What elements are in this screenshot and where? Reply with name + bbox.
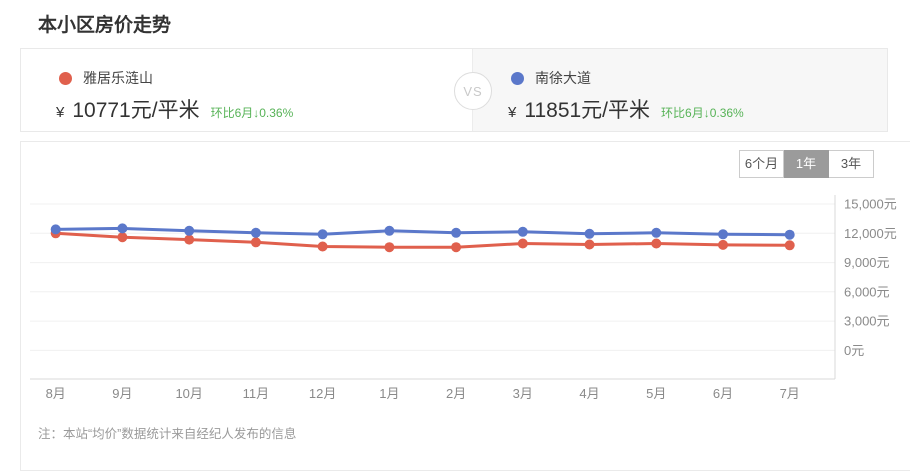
currency-symbol: ¥: [508, 104, 517, 121]
data-point[interactable]: [517, 238, 528, 249]
data-point[interactable]: [250, 237, 261, 248]
data-point[interactable]: [451, 242, 462, 253]
data-point[interactable]: [651, 227, 662, 238]
data-point[interactable]: [451, 227, 462, 238]
x-axis-label: 1月: [379, 386, 399, 401]
data-point[interactable]: [117, 232, 128, 243]
data-point[interactable]: [384, 225, 395, 236]
y-axis-label: 15,000元: [844, 197, 897, 212]
data-point[interactable]: [718, 229, 728, 240]
x-axis-label: 4月: [579, 386, 599, 401]
data-point[interactable]: [184, 225, 195, 236]
x-axis-label: 7月: [780, 386, 800, 401]
data-source-note: 注：本站“均价”数据统计来自经纪人发布的信息: [38, 427, 297, 441]
data-point[interactable]: [584, 228, 595, 239]
data-point[interactable]: [651, 238, 662, 249]
data-point[interactable]: [517, 226, 528, 237]
y-axis-label: 9,000元: [844, 255, 890, 270]
range-button-6months[interactable]: 6个月: [739, 150, 784, 178]
data-point[interactable]: [317, 229, 328, 240]
x-axis-label: 2月: [446, 386, 466, 401]
data-point[interactable]: [184, 234, 195, 245]
x-axis-label: 8月: [46, 386, 66, 401]
data-point[interactable]: [784, 240, 795, 251]
page-title: 本小区房价走势: [38, 15, 172, 36]
y-axis-label: 0元: [844, 343, 864, 358]
community-legend-row: 南徐大道: [511, 68, 591, 88]
community-price-row: ¥ 10771元/平米 环比6月↓0.36%: [56, 94, 293, 124]
time-range-switcher: 6个月 1年 3年: [739, 150, 874, 178]
month-over-month-change: 环比6月↓0.36%: [210, 106, 294, 120]
x-axis-label: 9月: [112, 386, 132, 401]
community-price-row: ¥ 11851元/平米 环比6月↓0.36%: [508, 94, 744, 124]
data-point[interactable]: [317, 241, 328, 252]
data-point[interactable]: [718, 239, 728, 250]
range-button-1year[interactable]: 1年: [784, 150, 829, 178]
series-dot-blue-icon: [511, 71, 524, 85]
data-point[interactable]: [50, 224, 61, 235]
price-trend-chart[interactable]: 15,000元 12,000元 9,000元 6,000元 3,000元 0元 8月 9月 10…: [20, 185, 905, 420]
data-point[interactable]: [784, 229, 795, 240]
price-value: 10771元/平米: [72, 99, 200, 122]
community-legend-row: 雅居乐涟山: [59, 68, 153, 88]
chart-panel: [20, 141, 910, 471]
vs-badge: VS: [454, 72, 492, 110]
compare-box: 雅居乐涟山 ¥ 10771元/平米 环比6月↓0.36% 南徐大道 ¥ 1185…: [20, 48, 888, 132]
x-axis-label: 3月: [513, 386, 533, 401]
community-name: 南徐大道: [535, 70, 591, 86]
data-point[interactable]: [117, 223, 128, 234]
y-axis-label: 12,000元: [844, 226, 897, 241]
y-axis-label: 3,000元: [844, 314, 890, 329]
x-axis-label: 5月: [646, 386, 666, 401]
community-card-right: 南徐大道 ¥ 11851元/平米 环比6月↓0.36%: [472, 49, 887, 131]
series-dot-red-icon: [59, 71, 72, 85]
community-name: 雅居乐涟山: [83, 70, 153, 86]
community-card-left: 雅居乐涟山 ¥ 10771元/平米 环比6月↓0.36%: [21, 49, 472, 131]
price-value: 11851元/平米: [524, 99, 651, 122]
range-button-3years[interactable]: 3年: [829, 150, 874, 178]
month-over-month-change: 环比6月↓0.36%: [661, 106, 744, 120]
y-axis-label: 6,000元: [844, 284, 890, 299]
series-line-1: [55, 226, 790, 237]
x-axis-label: 12月: [309, 386, 336, 401]
data-point[interactable]: [250, 227, 261, 238]
currency-symbol: ¥: [56, 104, 65, 121]
data-point[interactable]: [584, 239, 595, 250]
x-axis-label: 6月: [713, 386, 733, 401]
x-axis-label: 10月: [175, 386, 202, 401]
x-axis-label: 11月: [243, 386, 270, 401]
series-line-0: [55, 231, 790, 249]
data-point[interactable]: [384, 242, 395, 253]
